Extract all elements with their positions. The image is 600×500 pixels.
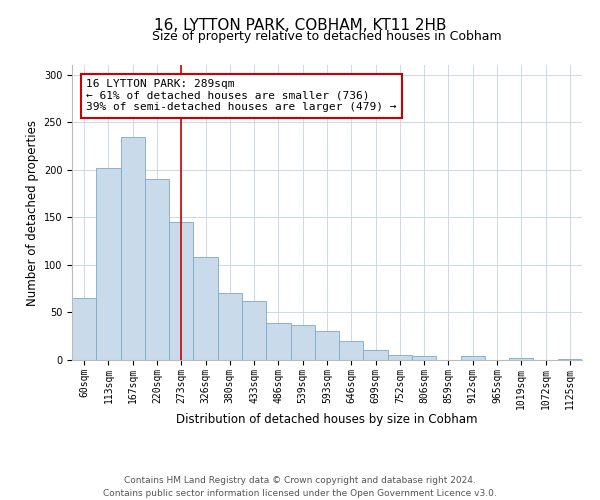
Bar — [193, 257, 218, 360]
Bar — [145, 179, 169, 360]
X-axis label: Distribution of detached houses by size in Cobham: Distribution of detached houses by size … — [176, 413, 478, 426]
Text: 16, LYTTON PARK, COBHAM, KT11 2HB: 16, LYTTON PARK, COBHAM, KT11 2HB — [154, 18, 446, 32]
Bar — [339, 341, 364, 360]
Bar — [509, 358, 533, 360]
Bar — [96, 168, 121, 360]
Title: Size of property relative to detached houses in Cobham: Size of property relative to detached ho… — [152, 30, 502, 43]
Bar — [412, 356, 436, 360]
Bar — [266, 323, 290, 360]
Bar — [121, 138, 145, 360]
Bar — [558, 359, 582, 360]
Bar — [315, 332, 339, 360]
Bar — [242, 301, 266, 360]
Y-axis label: Number of detached properties: Number of detached properties — [26, 120, 40, 306]
Bar — [388, 355, 412, 360]
Bar — [364, 350, 388, 360]
Bar — [461, 356, 485, 360]
Bar — [218, 294, 242, 360]
Text: 16 LYTTON PARK: 289sqm
← 61% of detached houses are smaller (736)
39% of semi-de: 16 LYTTON PARK: 289sqm ← 61% of detached… — [86, 80, 397, 112]
Bar — [72, 298, 96, 360]
Bar — [290, 325, 315, 360]
Text: Contains HM Land Registry data © Crown copyright and database right 2024.
Contai: Contains HM Land Registry data © Crown c… — [103, 476, 497, 498]
Bar — [169, 222, 193, 360]
